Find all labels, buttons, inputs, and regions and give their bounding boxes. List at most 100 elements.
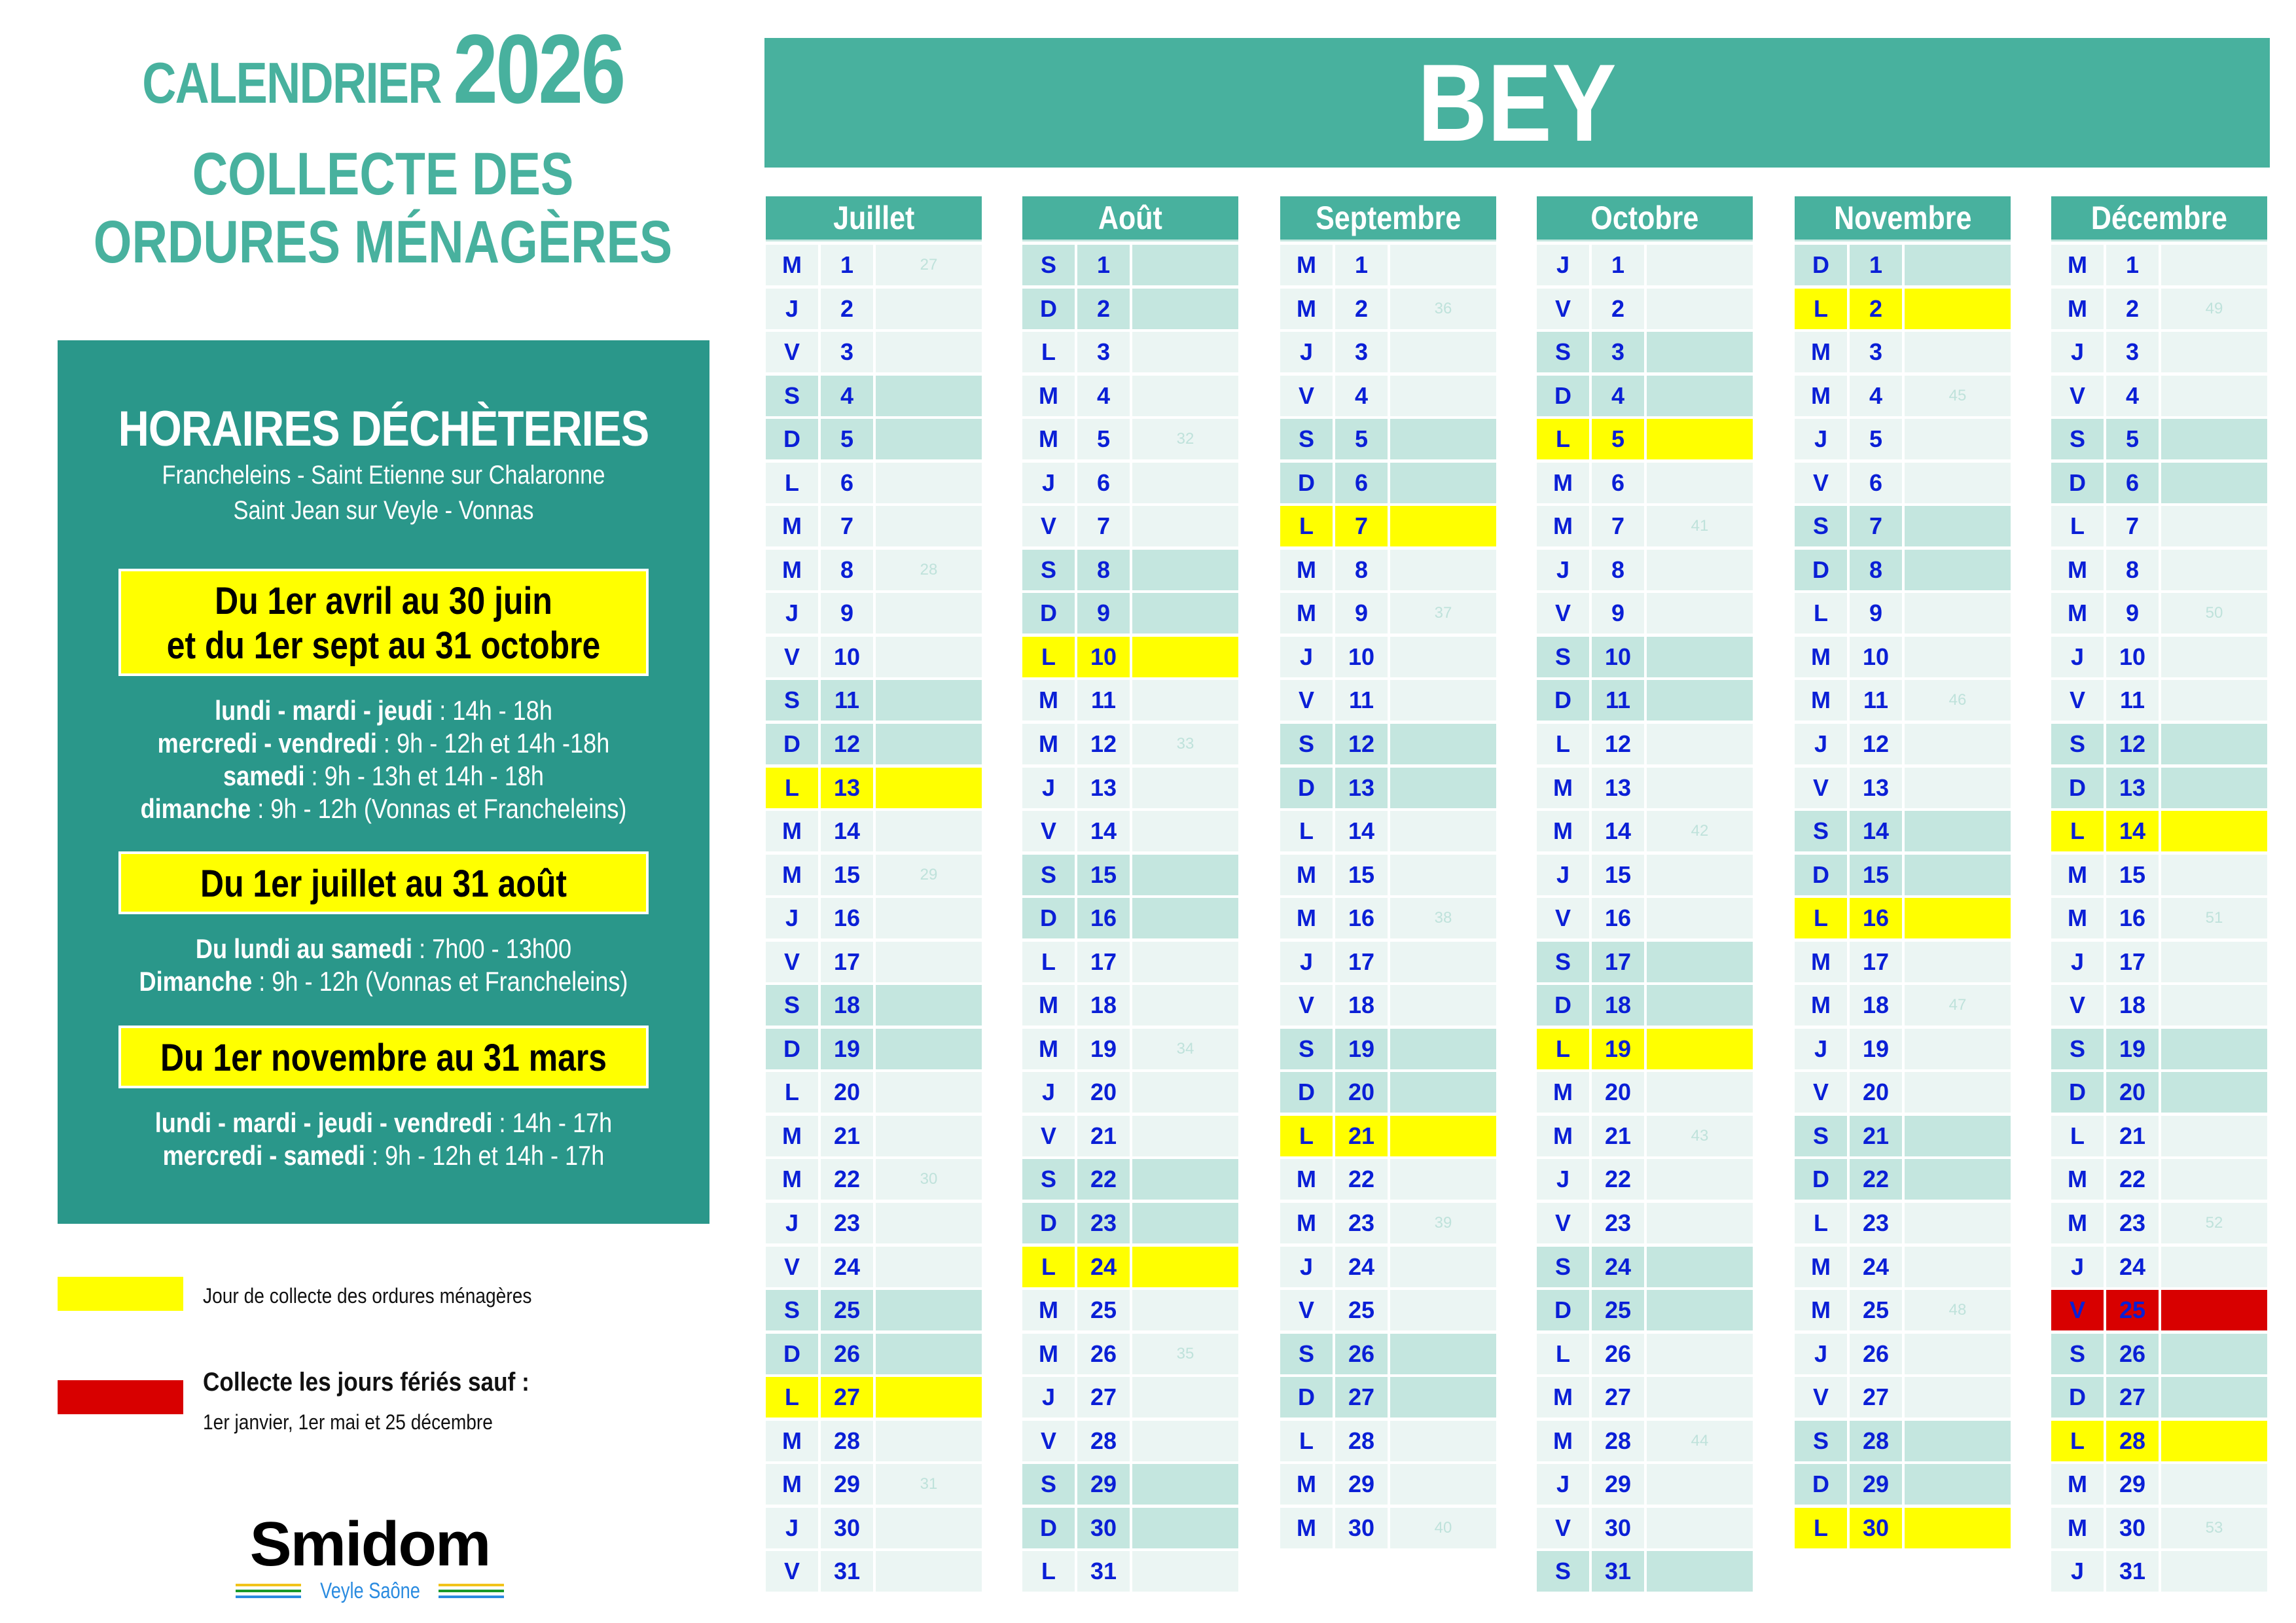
day-number: 2 xyxy=(2106,288,2159,329)
month-octobre: Octobre J 1 V 2 S 3 D 4 L 5 M 6 M 7 41 J 8 V 9 S 10 D 11 L 12 M 13… xyxy=(1537,196,1753,1592)
hours-time: : 9h - 12h (Vonnas et Francheleins) xyxy=(252,966,628,997)
day-number: 1 xyxy=(1335,245,1388,285)
weekday-letter: L xyxy=(1795,1203,1847,1244)
day-number: 6 xyxy=(1077,462,1130,503)
weekday-letter: V xyxy=(1537,1203,1589,1244)
day-row: D 22 xyxy=(1795,1159,2011,1200)
hours-days: Du lundi au samedi xyxy=(195,933,413,964)
week-number xyxy=(1132,549,1238,590)
day-number: 4 xyxy=(1077,375,1130,416)
month-name: Octobre xyxy=(1590,200,1699,236)
week-number xyxy=(2161,1377,2267,1418)
week-number xyxy=(1132,1464,1238,1505)
weekday-letter: D xyxy=(2051,1072,2104,1113)
hours-line: dimanche : 9h - 12h (Vonnas et Franchele… xyxy=(103,793,664,825)
legend-holiday-detail: 1er janvier, 1er mai et 25 décembre xyxy=(203,1410,493,1434)
week-number: 47 xyxy=(1905,985,2011,1026)
day-row: S 11 xyxy=(766,680,982,721)
day-row: V 25 xyxy=(2051,1290,2267,1331)
day-number: 3 xyxy=(1850,332,1902,373)
week-number xyxy=(1132,1072,1238,1113)
day-number: 26 xyxy=(1335,1333,1388,1374)
week-number xyxy=(1647,1246,1753,1287)
day-row: V 14 xyxy=(1022,811,1238,852)
day-number: 1 xyxy=(1592,245,1644,285)
weekday-letter: D xyxy=(1537,1290,1589,1331)
week-number xyxy=(1905,1333,2011,1374)
week-number xyxy=(2161,506,2267,547)
week-number xyxy=(1647,1072,1753,1113)
day-row: M 9 37 xyxy=(1280,593,1496,634)
week-number xyxy=(1390,1115,1496,1156)
weekday-letter: D xyxy=(1022,593,1075,634)
week-number xyxy=(1647,1203,1753,1244)
day-number: 20 xyxy=(1592,1072,1644,1113)
day-row: L 30 xyxy=(1795,1507,2011,1548)
week-number xyxy=(1390,506,1496,547)
day-row: V 30 xyxy=(1537,1507,1753,1548)
weekday-letter: V xyxy=(766,636,818,677)
weekday-letter: M xyxy=(1280,288,1333,329)
week-number xyxy=(1905,1420,2011,1461)
decheteries-title: HORAIRES DÉCHÈTERIES xyxy=(118,401,650,457)
weekday-letter: M xyxy=(766,245,818,285)
week-number xyxy=(2161,636,2267,677)
weekday-letter: M xyxy=(1022,375,1075,416)
week-number xyxy=(1905,636,2011,677)
weekday-letter: M xyxy=(1280,898,1333,939)
weekday-letter: M xyxy=(2051,1203,2104,1244)
title-subtitle: COLLECTE DES ORDURES MÉNAGÈRES xyxy=(69,140,696,276)
day-number: 30 xyxy=(1077,1507,1130,1548)
month-name: Août xyxy=(1098,200,1162,236)
week-number xyxy=(1390,1072,1496,1113)
weekday-letter: L xyxy=(1022,1246,1075,1287)
hours-line: lundi - mardi - jeudi - vendredi : 14h -… xyxy=(103,1107,664,1139)
month-rows: J 1 V 2 S 3 D 4 L 5 M 6 M 7 41 J 8 V 9 S 10 D 11 L 12 M 13 M 14 42 J 15… xyxy=(1537,245,1753,1592)
weekday-letter: S xyxy=(1795,1420,1847,1461)
day-number: 18 xyxy=(1335,985,1388,1026)
week-number xyxy=(876,767,982,808)
weekday-letter: L xyxy=(1537,724,1589,765)
day-number: 20 xyxy=(1850,1072,1902,1113)
weekday-letter: D xyxy=(1022,1203,1075,1244)
week-number xyxy=(1132,1159,1238,1200)
day-number: 8 xyxy=(1335,549,1388,590)
week-number xyxy=(1132,1377,1238,1418)
weekday-letter: L xyxy=(1280,811,1333,852)
day-row: J 29 xyxy=(1537,1464,1753,1505)
day-number: 9 xyxy=(1850,593,1902,634)
week-number xyxy=(876,636,982,677)
week-number xyxy=(1647,1507,1753,1548)
day-row: M 14 xyxy=(766,811,982,852)
week-number xyxy=(1390,854,1496,895)
weekday-letter: J xyxy=(1795,1333,1847,1374)
week-number xyxy=(1647,288,1753,329)
week-number xyxy=(876,1377,982,1418)
weekday-letter: S xyxy=(1795,1115,1847,1156)
week-number xyxy=(1132,375,1238,416)
smidom-logo: Smidom Veyle Saône xyxy=(236,1512,504,1602)
week-number: 52 xyxy=(2161,1203,2267,1244)
day-number: 2 xyxy=(1592,288,1644,329)
day-number: 17 xyxy=(2106,941,2159,982)
week-number: 50 xyxy=(2161,593,2267,634)
day-number: 11 xyxy=(1077,680,1130,721)
weekday-letter: L xyxy=(1280,506,1333,547)
weekday-letter: S xyxy=(2051,1333,2104,1374)
month-juillet: Juillet M 1 27 J 2 V 3 S 4 D 5 L 6 M 7 M 8 28 J 9 V 10 S 11 D 12 L… xyxy=(766,196,982,1592)
month-name: Novembre xyxy=(1833,200,1972,236)
month-header: Novembre xyxy=(1795,196,2011,241)
weekday-letter: S xyxy=(1022,854,1075,895)
weekday-letter: M xyxy=(1537,1420,1589,1461)
day-row: M 4 45 xyxy=(1795,375,2011,416)
